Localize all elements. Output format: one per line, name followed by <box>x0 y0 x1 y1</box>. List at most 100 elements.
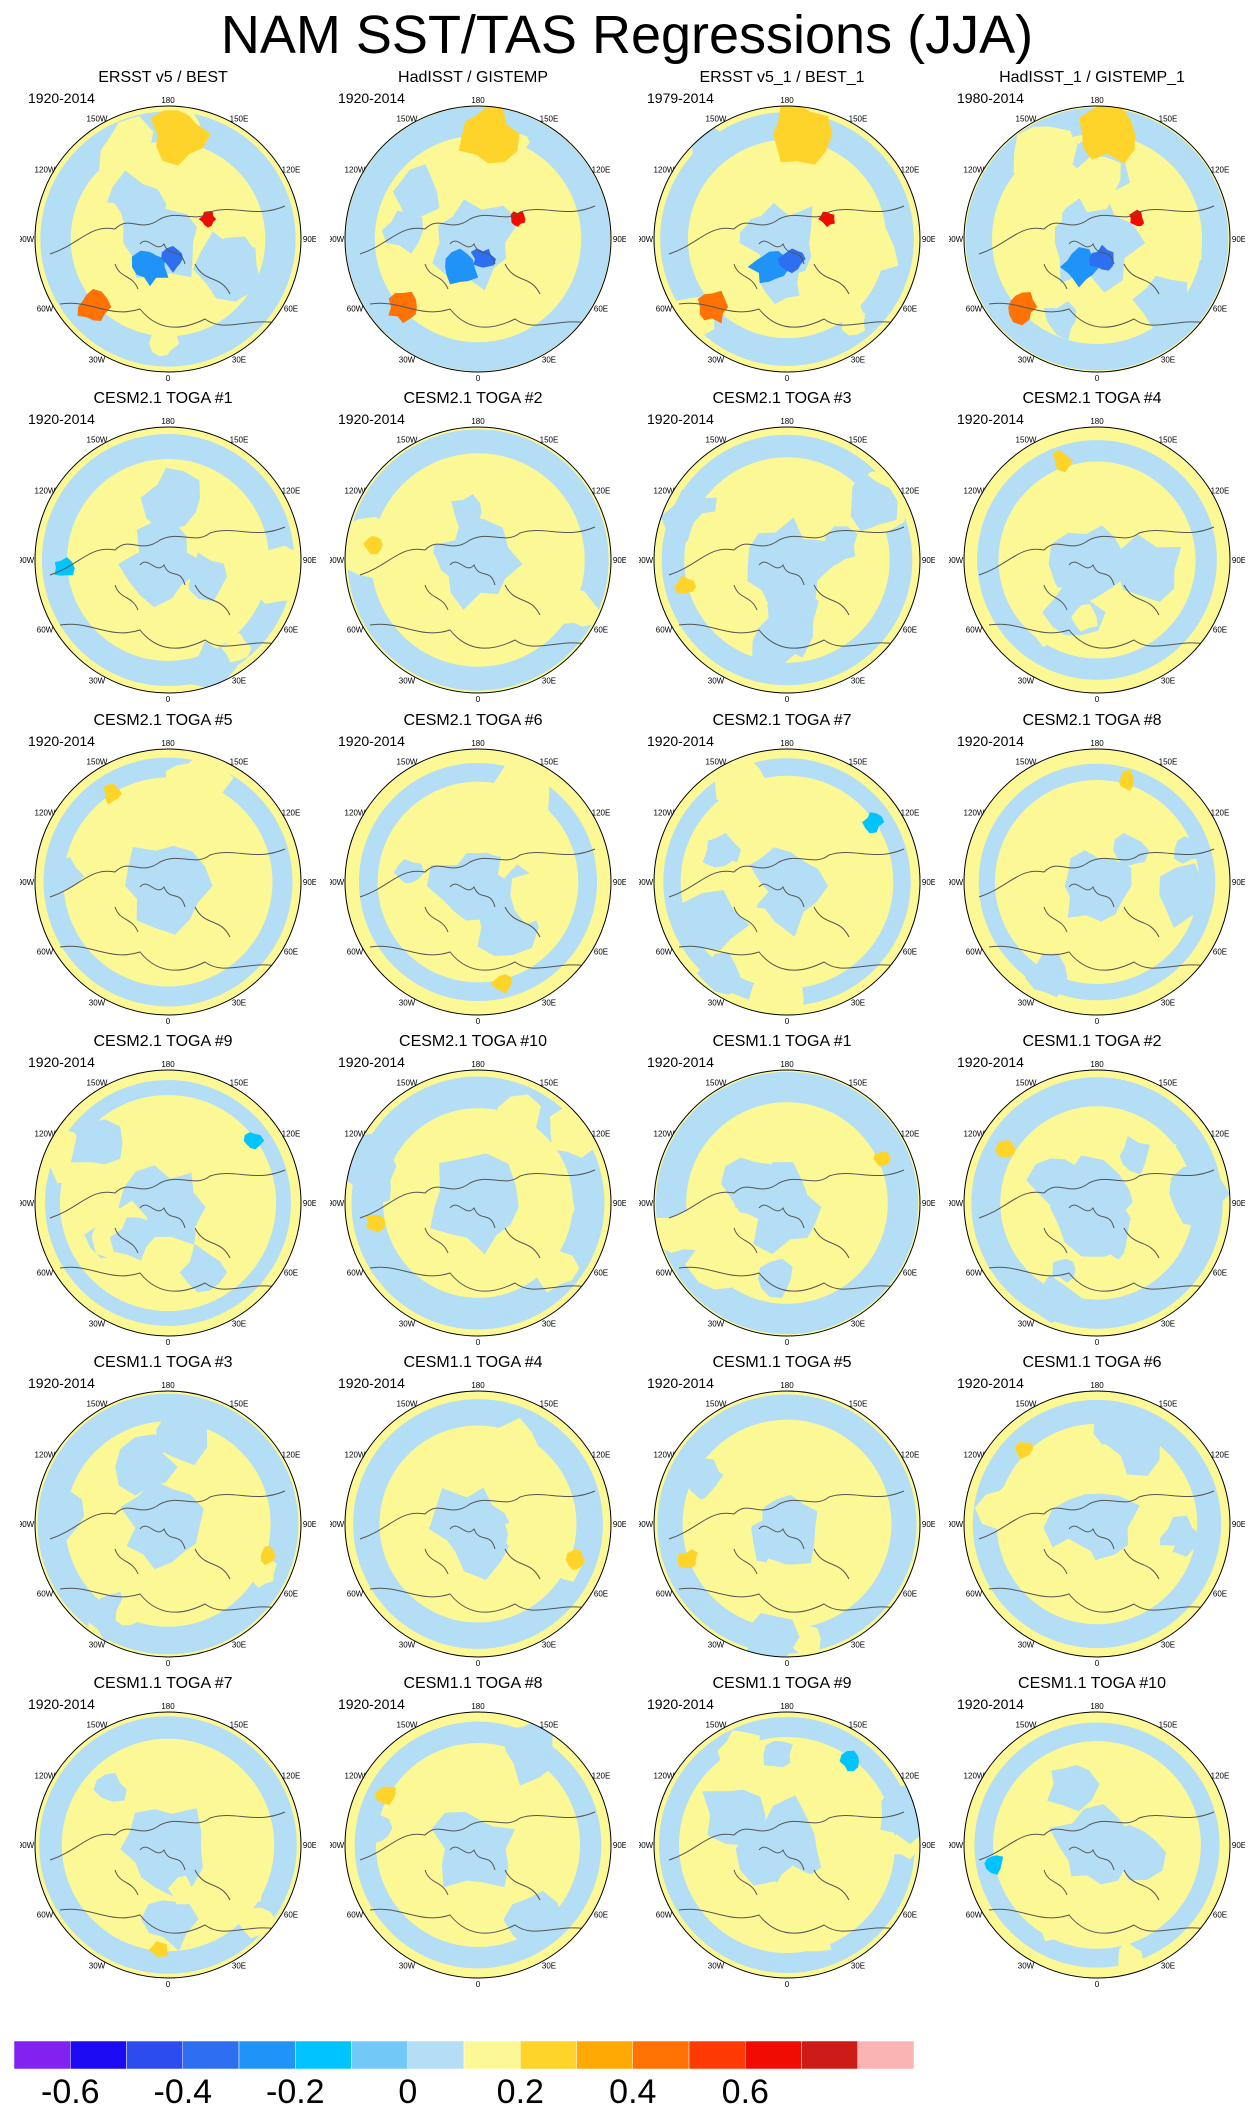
colorbar-cell <box>238 2041 296 2069</box>
field-anomaly <box>767 591 819 658</box>
longitude-label: 30E <box>542 998 556 1007</box>
panel-title: CESM1.1 TOGA #2 <box>1022 1033 1162 1050</box>
longitude-label: 150W <box>87 115 108 124</box>
longitude-label: 60E <box>594 1269 608 1278</box>
field-strong-anomaly <box>103 784 122 805</box>
field-anomaly <box>208 1857 263 1906</box>
longitude-label: 120W <box>345 1772 366 1781</box>
longitude-label: 90E <box>1232 235 1245 244</box>
longitude-label: 30E <box>232 1319 246 1328</box>
field-anomaly <box>1100 1231 1126 1260</box>
longitude-label: 120W <box>35 166 56 175</box>
longitude-label: 60E <box>903 1590 917 1599</box>
map-panel: CESM1.1 TOGA #8 1920-2014 180 150E 120E 90E 60… <box>318 1674 628 1994</box>
longitude-label: 90W <box>330 556 345 565</box>
map-boundary <box>34 1069 302 1337</box>
longitude-label: 180 <box>161 417 175 426</box>
field-strong-anomaly <box>131 250 169 287</box>
map-boundary <box>34 105 302 373</box>
field-anomaly <box>685 511 733 553</box>
colorbar-cell <box>126 2041 183 2069</box>
longitude-label: 90W <box>330 235 345 244</box>
longitude-label: 120W <box>654 1772 675 1781</box>
longitude-label: 30E <box>851 1319 865 1328</box>
panel-title: CESM1.1 TOGA #7 <box>93 1675 233 1692</box>
field-strong-anomaly <box>490 974 512 994</box>
longitude-label: 150E <box>849 115 868 124</box>
longitude-label: 150E <box>230 1079 249 1088</box>
panel-period: 1920-2014 <box>338 90 405 106</box>
longitude-label: 60W <box>347 1590 364 1599</box>
field-anomaly <box>521 1149 564 1197</box>
field-negative-cap <box>751 1494 818 1565</box>
map-boundary <box>653 426 921 694</box>
map-boundary <box>653 748 921 1016</box>
map-panel: CESM1.1 TOGA #10 1920-2014 180 150E 120E 90E 6… <box>937 1674 1247 1994</box>
panel-period: 1920-2014 <box>28 733 95 749</box>
longitude-label: 150W <box>397 115 418 124</box>
longitude-label: 30W <box>708 1319 725 1328</box>
longitude-label: 150E <box>1159 1721 1178 1730</box>
field-anomaly <box>189 641 238 688</box>
longitude-label: 90W <box>949 556 964 565</box>
longitude-label: 60W <box>37 1911 54 1920</box>
longitude-label: 30E <box>542 1961 556 1970</box>
longitude-label: 60W <box>347 305 364 314</box>
longitude-label: 120W <box>345 487 366 496</box>
coastline <box>359 1490 596 1613</box>
colorbar <box>14 2041 914 2069</box>
panel-period: 1920-2014 <box>957 411 1024 427</box>
field-anomaly <box>393 858 425 884</box>
longitude-label: 60W <box>656 1590 673 1599</box>
field-anomaly <box>124 950 162 983</box>
polar-map: 180 150E 120E 90E 60E 30E 0 30W 60W 90W 120W 150W <box>639 1381 935 1668</box>
polar-map: 180 150E 120E 90E 60E 30E 0 30W 60W 90W 120W 150W <box>949 1060 1245 1347</box>
longitude-label: 30W <box>399 998 416 1007</box>
longitude-label: 60E <box>903 1269 917 1278</box>
field-anomaly <box>502 1718 553 1786</box>
colorbar-cell <box>463 2041 521 2069</box>
map-boundary <box>344 1711 612 1979</box>
longitude-label: 180 <box>780 1702 794 1711</box>
panel-period: 1920-2014 <box>28 1054 95 1070</box>
longitude-label: 150W <box>87 1079 108 1088</box>
colorbar-tick-label: 0.2 <box>496 2073 544 2111</box>
field-negative-cap <box>120 1480 204 1570</box>
longitude-label: 30E <box>1161 1961 1175 1970</box>
polar-map: 180 150E 120E 90E 60E 30E 0 30W 60W 90W 120W 150W <box>20 1702 316 1989</box>
field-strong-anomaly <box>1118 770 1134 791</box>
polar-map: 180 150E 120E 90E 60E 30E 0 30W 60W 90W 120W 150W <box>949 96 1245 383</box>
field-anomaly <box>451 494 482 532</box>
field-anomaly <box>1117 534 1182 602</box>
longitude-label: 60W <box>347 1269 364 1278</box>
field-anomaly <box>1007 170 1064 233</box>
longitude-label: 90W <box>20 556 35 565</box>
field-anomaly <box>1044 301 1077 341</box>
field-anomaly <box>383 1480 438 1539</box>
longitude-label: 60W <box>347 626 364 635</box>
longitude-label: 30W <box>1018 1640 1035 1649</box>
longitude-label: 180 <box>1090 417 1104 426</box>
longitude-label: 60W <box>966 1911 983 1920</box>
field-anomaly <box>99 116 156 177</box>
field-anomaly <box>774 1865 821 1912</box>
panel-period: 1920-2014 <box>28 90 95 106</box>
field-anomaly <box>1177 233 1202 267</box>
panel-title: CESM2.1 TOGA #10 <box>399 1033 547 1050</box>
field-negative-cap <box>1049 1804 1129 1885</box>
field-anomaly <box>1125 1196 1157 1224</box>
field-negative-cap <box>430 1153 519 1255</box>
longitude-label: 30E <box>851 676 865 685</box>
panel-title: CESM1.1 TOGA #8 <box>403 1675 543 1692</box>
longitude-label: 120E <box>282 166 301 175</box>
longitude-label: 90W <box>949 235 964 244</box>
longitude-label: 180 <box>780 1060 794 1069</box>
map-panel: CESM1.1 TOGA #5 1920-2014 180 150E 120E 90E 60… <box>627 1353 937 1673</box>
longitude-label: 90E <box>1232 1199 1245 1208</box>
map-panel: HadISST_1 / GISTEMP_1 1980-2014 180 150E 120… <box>937 68 1247 388</box>
longitude-label: 30W <box>708 1961 725 1970</box>
panel-period: 1920-2014 <box>957 1375 1024 1391</box>
longitude-label: 180 <box>161 739 175 748</box>
longitude-label: 30W <box>89 1640 106 1649</box>
longitude-label: 60E <box>284 305 298 314</box>
